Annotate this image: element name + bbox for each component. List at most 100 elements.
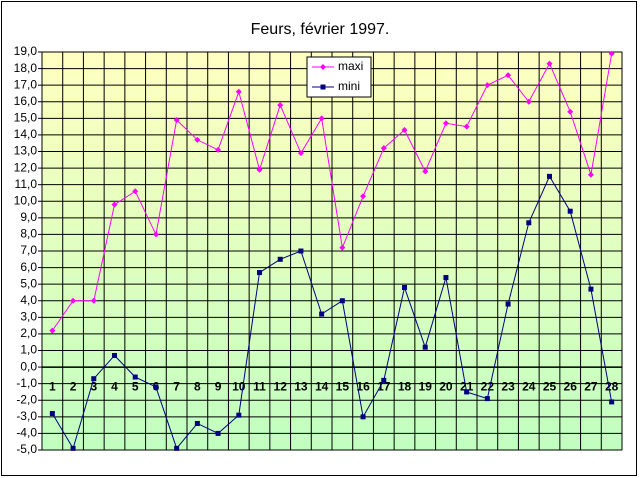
legend-label: maxi — [338, 59, 363, 73]
series-line — [51, 175, 613, 450]
marker — [608, 50, 615, 57]
x-tick-label: 22 — [481, 379, 495, 393]
y-tick-label: 9,0 — [20, 210, 37, 224]
marker — [235, 88, 242, 95]
marker — [464, 389, 470, 395]
marker — [70, 445, 76, 451]
chart-title: Feurs, février 1997. — [251, 21, 390, 38]
marker — [319, 311, 325, 317]
x-tick-label: 28 — [605, 379, 619, 393]
marker — [132, 188, 139, 195]
y-tick-label: 15,0 — [14, 111, 38, 125]
y-tick-label: 7,0 — [20, 243, 37, 257]
y-tick-label: 16,0 — [14, 94, 38, 108]
marker — [422, 168, 429, 175]
y-tick-label: 17,0 — [14, 77, 38, 91]
marker — [215, 430, 221, 436]
marker — [174, 445, 180, 451]
x-tick-label: 1 — [49, 379, 56, 393]
y-tick-label: 19,0 — [14, 44, 38, 58]
marker — [402, 284, 407, 290]
x-tick-label: 16 — [356, 379, 370, 393]
x-tick-label: 12 — [274, 379, 288, 393]
marker — [91, 376, 97, 382]
marker — [484, 82, 491, 89]
marker — [277, 102, 284, 109]
marker — [567, 208, 573, 214]
marker — [484, 396, 490, 402]
marker — [401, 126, 408, 133]
x-tick-label: 13 — [294, 379, 308, 393]
x-tick-label: 21 — [460, 379, 474, 393]
y-tick-label: 5,0 — [20, 276, 37, 290]
y-tick-label: 10,0 — [14, 193, 38, 207]
x-tick-label: 27 — [584, 379, 598, 393]
marker — [297, 150, 304, 157]
x-tick-label: 17 — [377, 379, 391, 393]
y-tick-label: 12,0 — [14, 160, 38, 174]
marker — [112, 352, 117, 358]
marker — [380, 145, 387, 152]
x-tick-label: 24 — [522, 379, 536, 393]
marker — [546, 60, 553, 67]
y-tick-label: 8,0 — [20, 227, 37, 241]
marker — [360, 414, 366, 420]
marker — [257, 270, 262, 276]
marker — [173, 116, 180, 123]
marker — [442, 120, 449, 127]
x-tick-label: 23 — [501, 379, 515, 393]
marker — [463, 123, 470, 130]
y-tick-label: -3,0 — [16, 409, 37, 423]
x-tick-label: 19 — [419, 379, 433, 393]
x-tick-label: 9 — [215, 379, 222, 393]
y-tick-label: 1,0 — [20, 343, 37, 357]
marker — [609, 399, 615, 405]
marker — [360, 193, 367, 200]
y-tick-label: -1,0 — [16, 376, 37, 390]
marker — [153, 384, 159, 390]
y-tick-label: 13,0 — [14, 144, 38, 158]
y-tick-label: -2,0 — [16, 392, 37, 406]
marker — [587, 171, 594, 178]
x-tick-label: 14 — [315, 379, 329, 393]
marker — [132, 374, 138, 380]
marker — [339, 244, 346, 251]
x-tick-label: 2 — [70, 379, 77, 393]
y-tick-label: 0,0 — [20, 359, 37, 373]
marker — [567, 108, 574, 115]
marker — [194, 136, 201, 143]
marker — [70, 297, 77, 304]
marker — [277, 256, 283, 262]
marker — [505, 301, 511, 307]
x-tick-label: 8 — [194, 379, 201, 393]
legend-box — [306, 56, 372, 98]
marker — [381, 377, 387, 383]
y-tick-label: 3,0 — [20, 310, 37, 324]
x-tick-label: 7 — [173, 379, 180, 393]
marker — [443, 275, 449, 281]
marker — [422, 344, 428, 350]
marker — [339, 298, 345, 304]
y-tick-label: 18,0 — [14, 61, 38, 75]
marker — [215, 146, 222, 153]
marker — [588, 286, 594, 292]
marker — [90, 297, 97, 304]
y-tick-label: -5,0 — [16, 442, 37, 456]
legend-marker — [320, 64, 326, 70]
y-tick-label: -4,0 — [16, 426, 37, 440]
marker — [256, 166, 263, 173]
y-tick-label: 2,0 — [20, 326, 37, 340]
marker — [298, 248, 304, 254]
marker — [547, 173, 552, 179]
marker — [526, 220, 532, 226]
x-tick-label: 4 — [111, 379, 118, 393]
x-tick-label: 3 — [90, 379, 97, 393]
marker — [194, 420, 200, 426]
y-tick-label: 11,0 — [15, 177, 38, 191]
legend-marker — [320, 84, 326, 90]
series-line — [51, 53, 613, 331]
x-tick-label: 18 — [398, 379, 412, 393]
marker — [236, 412, 242, 418]
marker — [318, 115, 325, 122]
